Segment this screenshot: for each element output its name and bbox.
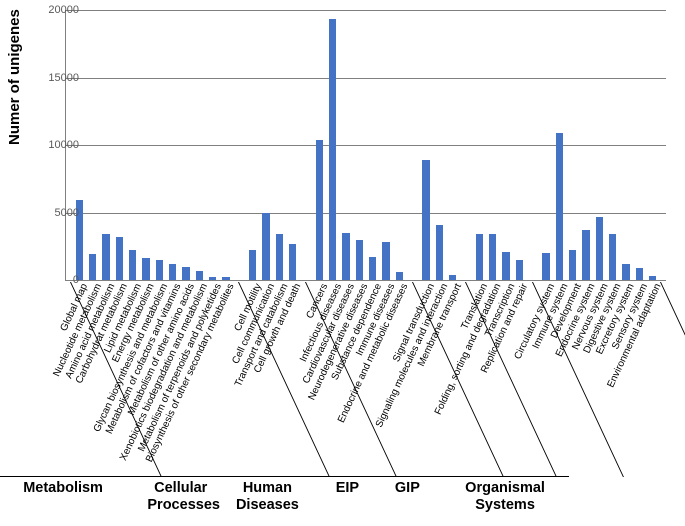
- y-tick-label: 20000: [29, 4, 79, 16]
- bar: [116, 237, 123, 280]
- bar: [156, 260, 163, 280]
- bar: [262, 213, 269, 281]
- group-label: CellularProcesses: [147, 480, 214, 513]
- group-label: GIP: [374, 480, 441, 497]
- bar: [129, 250, 136, 280]
- bar: [276, 234, 283, 280]
- bar: [609, 234, 616, 280]
- group-label: EIP: [321, 480, 374, 497]
- bar: [222, 277, 229, 280]
- group-label: OrganismalSystems: [441, 480, 570, 513]
- chart-container: Numer of unigenes 05000100001500020000 G…: [0, 0, 685, 526]
- bar: [316, 140, 323, 280]
- bar: [89, 254, 96, 280]
- bar: [422, 160, 429, 280]
- bar: [582, 230, 589, 280]
- bar: [489, 234, 496, 280]
- bar: [289, 244, 296, 280]
- bar: [436, 225, 443, 280]
- group-label: HumanDiseases: [214, 480, 321, 513]
- bar: [356, 240, 363, 281]
- bar: [102, 234, 109, 280]
- bar: [649, 276, 656, 280]
- bar: [449, 275, 456, 280]
- group-separator-bottom: [0, 476, 569, 477]
- bar: [142, 258, 149, 280]
- y-tick-label: 10000: [29, 139, 79, 151]
- bar: [249, 250, 256, 280]
- group-label: Metabolism: [0, 480, 147, 497]
- bar: [476, 234, 483, 280]
- group-labels-layer: MetabolismCellularProcessesHumanDiseases…: [65, 480, 665, 524]
- bar: [196, 271, 203, 280]
- y-axis-title: Numer of unigenes: [6, 9, 23, 145]
- bar: [369, 257, 376, 280]
- bar: [169, 264, 176, 280]
- bar: [502, 252, 509, 280]
- bars-layer: [66, 10, 666, 280]
- bar: [596, 217, 603, 280]
- bar: [569, 250, 576, 280]
- bar: [542, 253, 549, 280]
- bar: [342, 233, 349, 280]
- bar: [636, 268, 643, 280]
- y-tick-label: 15000: [29, 72, 79, 84]
- y-tick-label: 5000: [29, 207, 79, 219]
- xlabels-layer: Global mapNucleotide metabolismAmino aci…: [65, 282, 665, 472]
- bar: [209, 277, 216, 280]
- bar: [516, 260, 523, 280]
- bar: [329, 19, 336, 280]
- bar: [622, 264, 629, 280]
- bar: [182, 267, 189, 281]
- plot-area: [65, 10, 666, 281]
- bar: [396, 272, 403, 280]
- bar: [382, 242, 389, 280]
- bar: [556, 133, 563, 280]
